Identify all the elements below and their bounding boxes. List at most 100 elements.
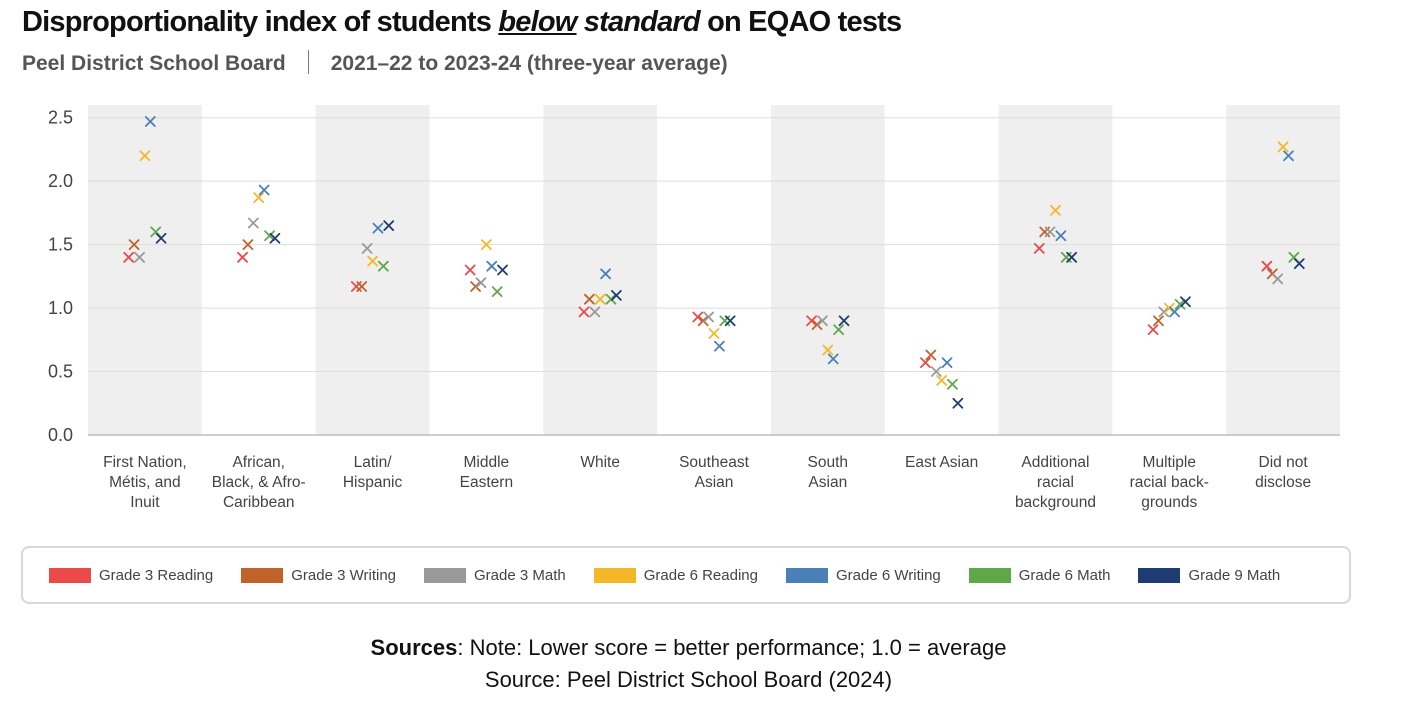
data-point [703, 311, 714, 323]
data-point [822, 344, 834, 356]
data-point [1261, 260, 1273, 272]
category-band [543, 105, 658, 435]
data-point [692, 311, 704, 323]
title-text-1: Disproportionality index of students [22, 6, 499, 38]
data-point [838, 315, 850, 327]
x-category-label: White [580, 454, 620, 471]
data-point [925, 349, 937, 361]
category-band [770, 105, 885, 435]
y-tick-label: 2.5 [48, 108, 73, 128]
legend-item: Grade 3 Reading [49, 567, 213, 584]
legend-label: Grade 6 Math [1018, 566, 1111, 584]
data-point [377, 260, 389, 272]
y-tick-label: 1.5 [48, 235, 73, 255]
data-point [817, 315, 828, 327]
data-point [1277, 141, 1289, 153]
legend-label: Grade 3 Writing [291, 566, 397, 584]
data-point [947, 378, 958, 390]
source-text: Source: Peel District School Board (2024… [484, 667, 893, 692]
category-band [315, 105, 430, 435]
chart-subtitle: Peel District School Board 2021–22 to 202… [22, 50, 728, 76]
legend-swatch [1138, 567, 1181, 583]
data-point [1066, 251, 1078, 263]
data-point [269, 232, 281, 244]
note-text: : Note: Lower score = better performance… [457, 635, 1007, 660]
legend-label: Grade 6 Reading [643, 566, 758, 584]
data-point [258, 184, 270, 196]
x-category-label: Additional racial background [1015, 454, 1096, 511]
data-point [1153, 315, 1164, 327]
y-tick-label: 1.0 [48, 298, 73, 318]
category-band [998, 105, 1113, 435]
legend-swatch [424, 567, 467, 583]
data-point [708, 328, 720, 339]
data-point [1163, 302, 1175, 314]
chart-notes: Sources: Note: Lower score = better perf… [0, 635, 1377, 699]
x-category-label: African, Black, & Afro-Caribbean [212, 454, 306, 511]
legend-item: Grade 3 Math [424, 567, 566, 584]
data-point [264, 230, 275, 242]
legend-swatch [968, 567, 1011, 583]
data-point [383, 220, 395, 231]
y-tick-label: 2.0 [48, 171, 73, 191]
x-category-label: Multiple racial back-grounds [1130, 454, 1209, 511]
legend-swatch [49, 567, 91, 583]
data-point [1169, 306, 1181, 318]
data-point [941, 357, 953, 369]
subtitle-org: Peel District School Board [22, 52, 286, 75]
legend-label: Grade 9 Math [1188, 566, 1281, 584]
legend-item: Grade 3 Writing [241, 567, 396, 584]
chart-legend: Grade 3 Reading Grade 3 Writing Grade 3 Ma… [21, 546, 1351, 604]
data-point [491, 286, 503, 297]
data-point [242, 239, 254, 251]
data-point [480, 239, 492, 251]
data-point [600, 268, 611, 280]
data-point [1050, 204, 1061, 216]
x-category-label: South Asian [808, 454, 849, 491]
legend-swatch [785, 567, 828, 583]
data-point [1272, 273, 1284, 285]
data-point [1293, 258, 1305, 270]
data-point [486, 260, 498, 272]
data-point [470, 281, 481, 292]
data-point [920, 357, 931, 369]
data-point [578, 306, 590, 318]
data-point [806, 315, 818, 327]
data-point [372, 222, 384, 234]
data-point [952, 397, 964, 409]
x-category-label: Latin/Hispanic [343, 454, 403, 491]
data-point [1033, 243, 1045, 254]
data-point [128, 239, 140, 251]
data-point [1147, 324, 1159, 336]
data-point [589, 306, 601, 318]
data-point [833, 324, 845, 336]
data-point [356, 281, 368, 292]
data-point [827, 353, 839, 365]
data-point [583, 293, 595, 305]
sources-label: Sources [370, 635, 458, 660]
data-point [1283, 150, 1294, 162]
x-category-label: Middle Eastern [460, 454, 513, 491]
legend-swatch [593, 567, 636, 583]
data-point [134, 251, 145, 263]
category-band [1226, 105, 1340, 435]
scatter-chart: 0.0 0.5 1.0 1.5 2.0 2.5 First Nation, Métis, an… [48, 105, 1340, 511]
data-point [594, 293, 606, 305]
data-point [930, 366, 942, 377]
x-category-label: Did not disclose [1255, 454, 1311, 491]
data-point [605, 293, 617, 305]
x-category-label: Southeast Asian [679, 454, 749, 491]
x-category-label: East Asian [905, 454, 978, 471]
legend-label: Grade 3 Math [474, 566, 566, 584]
legend-item: Grade 9 Math [1138, 567, 1280, 584]
data-point [464, 264, 476, 276]
data-point [497, 264, 508, 276]
data-point [610, 289, 622, 301]
data-point [724, 315, 736, 327]
data-point [367, 255, 378, 267]
data-point [811, 319, 823, 330]
subtitle-separator [307, 50, 309, 74]
subtitle-period: 2021–22 to 2023-24 (three-year average) [330, 52, 728, 75]
data-point [475, 277, 487, 289]
data-point [936, 375, 948, 386]
